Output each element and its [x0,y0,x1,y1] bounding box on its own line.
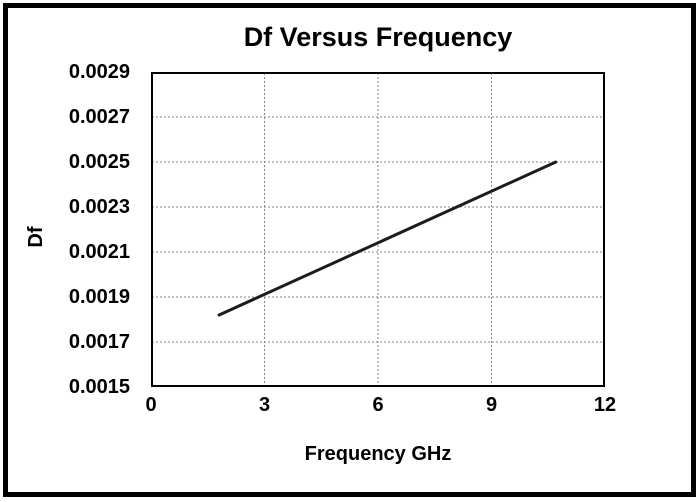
plot-frame [151,72,605,387]
x-tick-label: 3 [258,394,271,416]
y-tick-label: 0.0015 [68,376,130,398]
x-tick-label: 12 [593,394,617,416]
x-tick-label: 0 [145,394,157,416]
y-tick-label: 0.0021 [68,241,130,263]
y-tick-label: 0.0027 [68,106,130,128]
data-line-df [217,160,558,317]
chart-title: Df Versus Frequency [243,22,513,52]
x-tick-label: 9 [485,394,498,416]
x-tick-label: 6 [372,394,384,416]
plot-area [151,72,605,387]
plot-canvas [151,72,605,387]
y-tick-label: 0.0029 [68,61,130,83]
y-tick-label: 0.0023 [68,196,130,218]
x-axis-title: Frequency GHz [304,443,452,465]
y-tick-label: 0.0019 [68,286,130,308]
y-tick-label: 0.0017 [68,331,130,353]
y-tick-label: 0.0025 [68,151,130,173]
